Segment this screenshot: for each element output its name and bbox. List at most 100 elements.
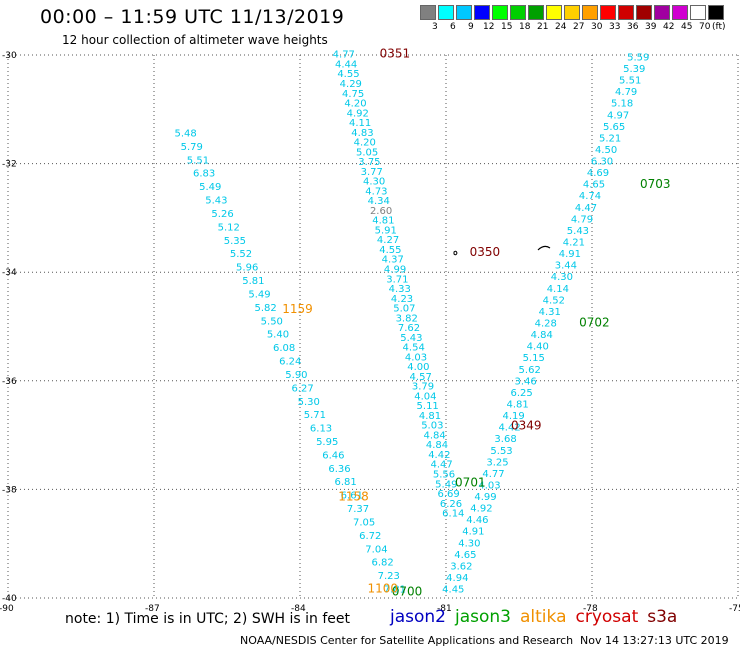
wave-height-label: 4.47 — [431, 460, 453, 471]
wave-height-label: 4.20 — [344, 99, 366, 110]
wave-height-label: 4.84 — [424, 430, 446, 441]
chart-title: 00:00 – 11:59 UTC 11/13/2019 — [40, 6, 345, 28]
pass-time-label: 1100 — [367, 582, 398, 596]
wave-height-label: 5.48 — [175, 128, 197, 139]
wave-height-label: 4.33 — [389, 284, 411, 295]
island-small — [453, 250, 458, 256]
wave-height-label: 4.81 — [506, 399, 528, 410]
wave-height-label: 5.35 — [224, 236, 246, 247]
wave-height-label: 3.25 — [486, 457, 508, 468]
lat-tick-label: -36 — [2, 377, 17, 387]
wave-height-label: 5.50 — [261, 316, 283, 327]
wave-height-label: 7.04 — [365, 544, 387, 555]
wave-height-label: 4.42 — [498, 423, 520, 434]
colorbar-swatch — [546, 5, 562, 20]
wave-height-label: 5.82 — [255, 303, 277, 314]
colorbar-label: 42 — [663, 22, 675, 32]
colorbar-unit: (ft) — [712, 22, 726, 32]
wave-height-label: 4.47 — [575, 203, 597, 214]
wave-height-label: 5.81 — [242, 276, 264, 287]
wave-height-label: 4.94 — [446, 573, 468, 584]
wave-height-label: 4.20 — [354, 138, 376, 149]
lat-tick-label: -34 — [2, 268, 17, 278]
wave-height-label: 4.65 — [454, 550, 476, 561]
wave-height-label: 4.91 — [462, 527, 484, 538]
lat-tick-label: -30 — [2, 51, 17, 61]
wave-height-label: 4.92 — [470, 504, 492, 515]
colorbar-swatch — [618, 5, 634, 20]
colorbar-swatch — [708, 5, 724, 20]
wave-height-label: 4.55 — [379, 245, 401, 256]
wave-height-label: 5.49 — [435, 479, 457, 490]
wave-height-label: 4.81 — [372, 216, 394, 227]
wave-height-label: 4.52 — [543, 295, 565, 306]
wave-height-label: 6.24 — [279, 357, 301, 368]
wave-height-label: 5.43 — [567, 226, 589, 237]
axis-labels: -30 -32 -34 -36 -38 -40-90 -87 -84 -81 -78 -75 — [0, 51, 740, 614]
wave-height-label: 6.30 — [591, 157, 613, 168]
lon-tick-label: -84 — [291, 604, 306, 614]
colorbar-swatch — [564, 5, 580, 20]
wave-height-label: 4.46 — [466, 515, 488, 526]
legend-item-jason2: jason2 — [390, 607, 446, 627]
lon-tick-label: -75 — [729, 604, 740, 614]
wave-height-label: 4.77 — [482, 469, 504, 480]
colorbar-label: 3 — [432, 22, 438, 32]
wave-height-label: 3.82 — [396, 313, 418, 324]
colorbar-swatch — [528, 5, 544, 20]
wave-height-label: 4.55 — [337, 69, 359, 80]
wave-height-label: 4.50 — [595, 145, 617, 156]
colorbar-label: 45 — [681, 22, 693, 32]
lon-tick-label: -78 — [583, 604, 598, 614]
wave-height-label: 4.00 — [407, 362, 429, 373]
wave-height-label: 7.81 — [384, 585, 406, 596]
colorbar-swatch — [420, 5, 436, 20]
wave-height-label: 5.03 — [421, 421, 443, 432]
wave-height-label: 4.21 — [563, 238, 585, 249]
wave-height-label: 4.99 — [474, 492, 496, 503]
wave-height-label: 3.71 — [386, 274, 408, 285]
pass-time-label: 0702 — [579, 316, 610, 330]
colorbar-label: 70 — [699, 22, 711, 32]
wave-height-label: 5.96 — [236, 263, 258, 274]
pass-time-label: 1159 — [282, 302, 313, 316]
colorbar-swatch — [510, 5, 526, 20]
colorbar-label: 18 — [519, 22, 531, 32]
wave-height-label: 5.91 — [375, 225, 397, 236]
wave-height-label: 6.26 — [440, 499, 462, 510]
wave-height-label: 5.62 — [519, 365, 541, 376]
colorbar-swatch — [492, 5, 508, 20]
wave-height-label: 7.62 — [398, 323, 420, 334]
lat-tick-label: -38 — [2, 485, 17, 495]
wave-height-label: 4.79 — [571, 214, 593, 225]
wave-height-label: 4.31 — [539, 307, 561, 318]
wave-height-label: 7.23 — [378, 571, 400, 582]
wave-height-label: 6.72 — [359, 531, 381, 542]
wave-height-label: 4.84 — [426, 440, 448, 451]
wave-height-label: 6.61 — [341, 491, 363, 502]
wave-height-label: 3.68 — [494, 434, 516, 445]
wave-height-label: 4.29 — [340, 79, 362, 90]
wave-height-label: 4.04 — [414, 391, 436, 402]
pass-time-label: 0703 — [640, 177, 671, 191]
wave-height-label: 5.43 — [205, 196, 227, 207]
wave-height-label: 4.34 — [368, 196, 390, 207]
credit-text: NOAA/NESDIS Center for Satellite Applica… — [240, 634, 574, 647]
wave-height-label: 4.65 — [583, 180, 605, 191]
colorbar-swatch — [474, 5, 490, 20]
wave-height-label: 4.03 — [478, 480, 500, 491]
wave-height-label: 4.19 — [502, 411, 524, 422]
wave-height-label: 6.69 — [438, 489, 460, 500]
wave-height-label: 5.49 — [199, 182, 221, 193]
legend-item-jason3: jason3 — [455, 607, 511, 627]
colorbar-label: 24 — [555, 22, 567, 32]
wave-height-label: 5.59 — [627, 52, 649, 63]
wave-height-label: 4.97 — [607, 110, 629, 121]
wave-height-label: 3.44 — [555, 261, 577, 272]
colorbar-label: 21 — [537, 22, 549, 32]
wave-height-label: 5.65 — [603, 122, 625, 133]
pass-time-label: 0701 — [455, 476, 486, 490]
lon-tick-label: -90 — [0, 604, 14, 614]
pass-time-label: 0350 — [470, 245, 501, 259]
